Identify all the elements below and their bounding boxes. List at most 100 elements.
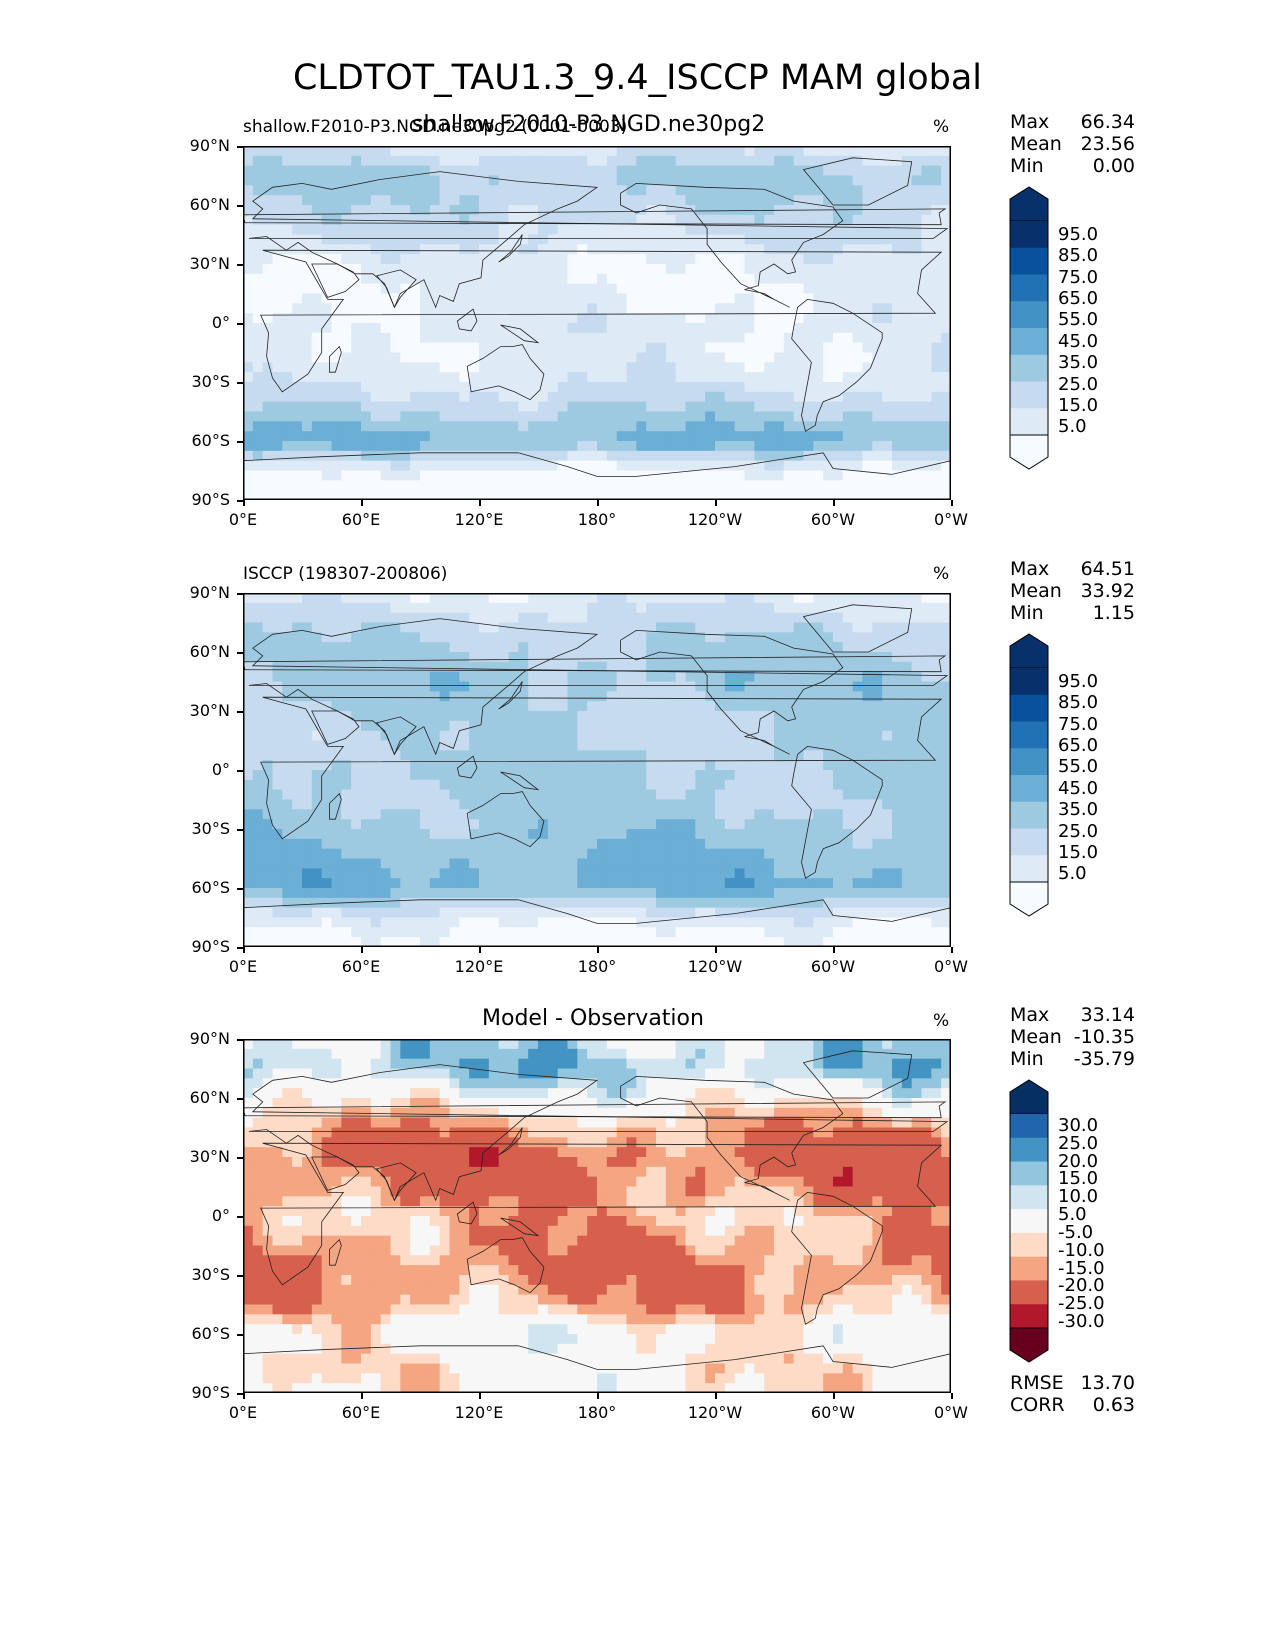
map-cell bbox=[538, 711, 549, 722]
map-cell bbox=[616, 450, 628, 462]
map-cell bbox=[528, 819, 539, 830]
map-cell bbox=[321, 711, 333, 722]
map-cell bbox=[390, 362, 401, 373]
map-cell bbox=[734, 264, 746, 275]
map-cell bbox=[380, 829, 392, 840]
map-cell bbox=[901, 681, 913, 692]
map-cell bbox=[665, 401, 677, 413]
map-cell bbox=[302, 789, 313, 801]
map-cell bbox=[439, 401, 451, 413]
map-cell bbox=[705, 165, 716, 177]
map-cell bbox=[479, 264, 490, 275]
map-cell bbox=[282, 612, 293, 624]
map-cell bbox=[842, 185, 854, 196]
map-cell bbox=[882, 195, 893, 206]
map-cell bbox=[420, 372, 431, 383]
map-cell bbox=[400, 155, 411, 167]
map-cell bbox=[636, 401, 647, 413]
map-cell bbox=[646, 838, 657, 850]
map-cell bbox=[597, 652, 608, 663]
map-cell bbox=[488, 214, 500, 226]
map-cell bbox=[724, 632, 736, 643]
map-cell bbox=[626, 789, 637, 801]
map-cell bbox=[744, 671, 755, 683]
map-cell bbox=[616, 593, 628, 604]
map-cell bbox=[833, 740, 844, 751]
map-cell bbox=[793, 313, 805, 324]
map-cell bbox=[508, 632, 519, 643]
map-cell bbox=[587, 254, 598, 265]
map-cell bbox=[390, 642, 401, 653]
map-cell bbox=[528, 691, 539, 702]
map-cell bbox=[616, 421, 628, 432]
map-cell bbox=[479, 681, 490, 692]
map-cell bbox=[587, 441, 598, 452]
map-cell bbox=[793, 770, 805, 781]
map-cell bbox=[567, 878, 578, 889]
map-cell bbox=[439, 382, 451, 393]
map-cell bbox=[577, 789, 588, 801]
map-cell bbox=[941, 691, 951, 702]
map-cell bbox=[911, 372, 923, 383]
map-cell bbox=[528, 352, 539, 363]
map-cell bbox=[341, 799, 352, 810]
map-cell bbox=[243, 789, 254, 801]
map-cell bbox=[734, 691, 746, 702]
map-cell bbox=[754, 254, 765, 265]
map-cell bbox=[734, 612, 746, 624]
map-cell bbox=[262, 175, 274, 186]
map-cell bbox=[567, 622, 578, 633]
map-cell bbox=[331, 770, 342, 781]
map-cell bbox=[941, 888, 951, 899]
map-cell bbox=[508, 185, 519, 196]
map-cell bbox=[292, 848, 303, 860]
map-cell bbox=[361, 234, 372, 245]
map-cell bbox=[302, 244, 313, 255]
map-cell bbox=[420, 750, 431, 761]
map-cell bbox=[577, 185, 588, 196]
map-cell bbox=[449, 819, 460, 830]
map-cell bbox=[380, 632, 392, 643]
map-cell bbox=[321, 750, 333, 761]
map-cell bbox=[538, 779, 549, 791]
map-cell bbox=[400, 362, 411, 373]
map-cell bbox=[341, 701, 352, 712]
map-cell bbox=[646, 165, 657, 177]
map-cell bbox=[695, 770, 706, 781]
map-cell bbox=[262, 480, 274, 491]
map-cell bbox=[439, 391, 451, 403]
map-cell bbox=[931, 411, 942, 422]
map-cell bbox=[282, 293, 293, 304]
map-cell bbox=[321, 273, 333, 285]
map-cell bbox=[370, 642, 382, 653]
map-cell bbox=[754, 332, 765, 344]
map-cell bbox=[528, 789, 539, 801]
map-cell bbox=[469, 352, 480, 363]
map-cell bbox=[331, 332, 342, 344]
map-cell bbox=[705, 195, 716, 206]
map-cell bbox=[833, 342, 844, 354]
map-cell bbox=[892, 819, 903, 830]
map-cell bbox=[783, 661, 795, 673]
map-cell bbox=[833, 612, 844, 624]
map-cell bbox=[842, 612, 854, 624]
map-cell bbox=[479, 224, 490, 236]
map-cell bbox=[252, 146, 264, 157]
map-cell bbox=[420, 720, 431, 732]
map-cell bbox=[321, 303, 333, 314]
map-cell bbox=[341, 470, 352, 481]
map-cell bbox=[311, 770, 323, 781]
map-cell bbox=[892, 401, 903, 413]
map-cell bbox=[479, 907, 490, 919]
map-cell bbox=[557, 720, 569, 732]
map-cell bbox=[597, 622, 608, 633]
map-cell bbox=[321, 283, 333, 295]
map-cell bbox=[331, 480, 342, 491]
map-cell bbox=[606, 740, 618, 751]
map-cell bbox=[675, 770, 687, 781]
map-cell bbox=[911, 671, 923, 683]
map-cell bbox=[351, 323, 362, 334]
map-cell bbox=[518, 264, 529, 275]
map-cell bbox=[567, 770, 578, 781]
map-cell bbox=[715, 490, 726, 500]
